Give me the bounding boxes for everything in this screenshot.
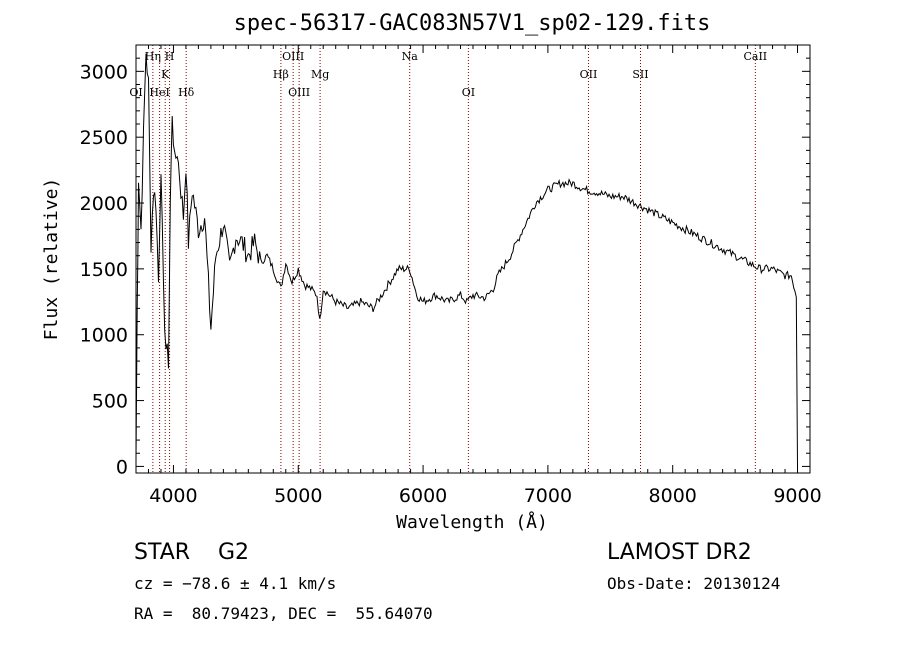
x-tick-label: 9000 [773,485,821,507]
y-tick-label: 2000 [80,193,128,215]
x-tick-label: 4000 [149,485,197,507]
line-label: Na [402,50,419,63]
line-label: CaII [743,50,767,63]
y-tick-label: 1500 [80,259,128,281]
x-tick-label: 6000 [399,485,447,507]
y-tick-label: 2500 [80,127,128,149]
line-label: K [161,68,170,81]
line-label: Mg [311,68,329,81]
redshift-velocity: cz = −78.6 ± 4.1 km/s [134,574,337,593]
x-tick-label: 5000 [274,485,322,507]
observation-date: Obs-Date: 20130124 [607,574,781,593]
survey-name: LAMOST DR2 [607,540,752,565]
line-label: SII [632,68,648,81]
line-label: Hδ [178,86,195,99]
line-label: OII [580,68,598,81]
coordinates: RA = 80.79423, DEC = 55.64070 [134,604,433,623]
line-label: OIII [288,86,310,99]
line-label: Hβ [273,68,289,81]
y-tick-label: 0 [116,456,128,478]
spectrum-line [135,53,798,467]
x-tick-label: 8000 [649,485,697,507]
emission-line-markers [135,45,756,473]
x-axis-ticks: 4000 5000 6000 7000 8000 9000 [135,45,822,507]
y-axis-label: Flux (relative) [41,178,62,341]
y-axis-ticks: 0 500 1000 1500 2000 2500 3000 [80,57,810,478]
line-label: OIII [282,50,304,63]
x-tick-label: 7000 [524,485,572,507]
line-label: OI [462,86,475,99]
x-axis-label: Wavelength (Å) [396,511,548,533]
line-label: H [165,50,175,63]
plot-frame [135,44,811,474]
line-label: Hη [145,50,161,63]
y-tick-label: 1000 [80,325,128,347]
object-class: STAR G2 [134,540,250,565]
chart-title: spec-56317-GAC083N57V1_sp02-129.fits [234,11,711,36]
y-tick-label: 500 [92,391,128,413]
line-label: HeI [149,86,169,99]
y-tick-label: 3000 [80,61,128,83]
